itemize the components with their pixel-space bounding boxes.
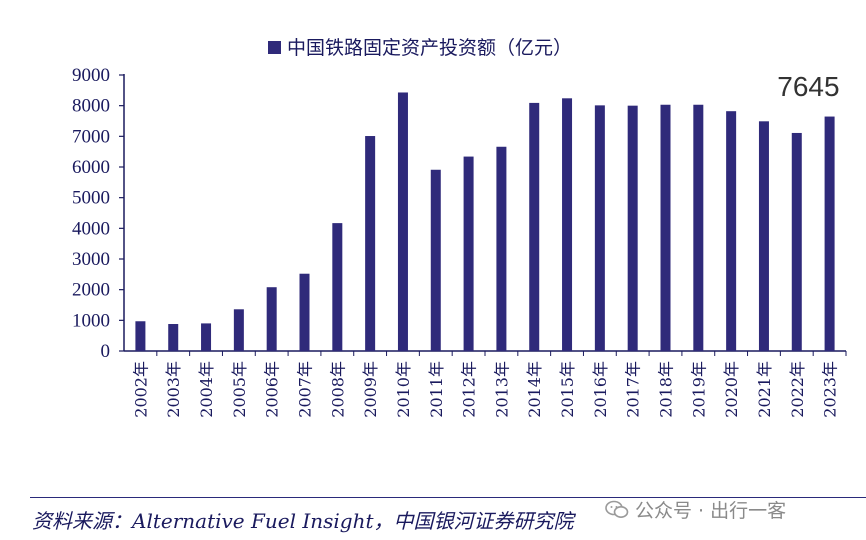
x-tick-label: 2016年 xyxy=(591,361,610,418)
x-tick-label: 2002年 xyxy=(131,361,150,418)
value-callout: 7645 xyxy=(777,71,839,102)
x-tick-label: 2003年 xyxy=(164,361,183,418)
bar-2013年 xyxy=(496,146,507,351)
bar-2011年 xyxy=(430,169,441,351)
watermark-text: 公众号 · 出行一客 xyxy=(635,500,787,522)
y-tick-label: 5000 xyxy=(72,188,110,209)
x-tick-label: 2012年 xyxy=(460,361,479,418)
x-tick-label: 2013年 xyxy=(492,361,511,418)
bar-2022年 xyxy=(791,132,802,351)
x-tick-label: 2004年 xyxy=(197,361,216,418)
bar-2005年 xyxy=(233,309,244,351)
bar-2010年 xyxy=(397,92,408,351)
y-tick-label: 6000 xyxy=(72,157,110,178)
x-ticks: 2002年 2003年 2004年 2005年 2006年 2007年 2008年 2009年… xyxy=(131,351,847,418)
bar-2023年 xyxy=(824,116,835,351)
x-tick-label: 2005年 xyxy=(230,361,249,418)
bar-2002年 xyxy=(135,321,146,351)
y-tick-label: 3000 xyxy=(72,249,110,270)
x-tick-label: 2010年 xyxy=(394,361,413,418)
x-tick-label: 2014年 xyxy=(525,361,544,418)
bar-2015年 xyxy=(562,98,573,351)
bar-2014年 xyxy=(529,102,540,351)
bar-2012年 xyxy=(463,156,474,351)
bar-2019年 xyxy=(693,104,704,351)
x-tick-label: 2022年 xyxy=(788,361,807,418)
bar-2020年 xyxy=(726,111,737,351)
bar-2004年 xyxy=(201,323,212,351)
legend-swatch xyxy=(268,41,281,54)
bar-2003年 xyxy=(168,324,179,351)
y-tick-label: 2000 xyxy=(72,280,110,301)
legend: 中国铁路固定资产投资额（亿元） xyxy=(268,37,572,59)
y-tick-label: 9000 xyxy=(72,65,110,86)
watermark: 公众号 · 出行一客 xyxy=(605,496,786,523)
y-tick-label: 0 xyxy=(101,341,111,362)
x-tick-label: 2011年 xyxy=(427,361,446,418)
source-divider xyxy=(30,497,866,498)
bar-2009年 xyxy=(365,136,376,351)
bar-2007年 xyxy=(299,273,310,351)
x-tick-label: 2017年 xyxy=(624,361,643,418)
y-tick-label: 1000 xyxy=(72,310,110,331)
x-tick-label: 2020年 xyxy=(722,361,741,418)
bar-2016年 xyxy=(594,105,605,351)
y-tick-label: 8000 xyxy=(72,96,110,117)
x-tick-label: 2018年 xyxy=(657,361,676,418)
y-ticks: 0 1000 2000 3000 4000 5000 6000 7000 8000 9000 xyxy=(72,65,124,362)
bar-2021年 xyxy=(758,121,769,351)
bar-2017年 xyxy=(627,105,638,352)
x-tick-label: 2008年 xyxy=(328,361,347,418)
x-tick-label: 2009年 xyxy=(361,361,380,418)
source-note: 资料来源：Alternative Fuel Insight，中国银河证券研究院 xyxy=(32,509,574,533)
bar-2006年 xyxy=(266,287,277,351)
x-tick-label: 2006年 xyxy=(263,361,282,418)
x-tick-label: 2007年 xyxy=(296,361,315,418)
x-tick-label: 2021年 xyxy=(755,361,774,418)
x-tick-label: 2019年 xyxy=(689,361,708,418)
wechat-icon xyxy=(605,500,629,518)
x-tick-label: 2015年 xyxy=(558,361,577,418)
x-tick-label: 2023年 xyxy=(821,361,840,418)
y-tick-label: 7000 xyxy=(72,126,110,147)
y-tick-label: 4000 xyxy=(72,218,110,239)
bar-2008年 xyxy=(332,223,343,351)
bar-chart: 中国铁路固定资产投资额（亿元） 0 1000 2000 3000 4000 5000 600… xyxy=(72,37,847,418)
bars xyxy=(135,92,835,352)
bar-2018年 xyxy=(660,104,671,351)
legend-label: 中国铁路固定资产投资额（亿元） xyxy=(287,37,572,59)
